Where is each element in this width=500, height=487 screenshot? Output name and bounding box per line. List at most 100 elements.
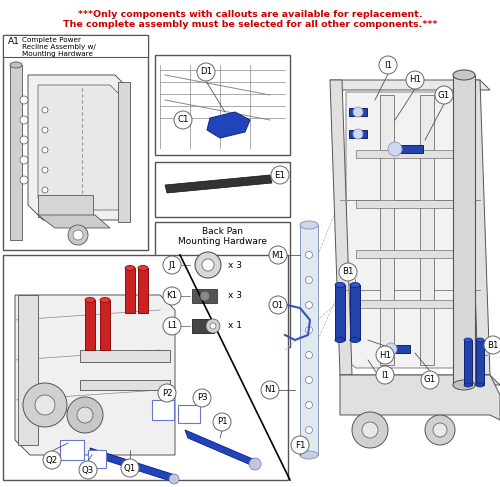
- Polygon shape: [38, 85, 122, 210]
- Text: P1: P1: [216, 417, 228, 427]
- Bar: [155, 222, 290, 347]
- Polygon shape: [185, 430, 258, 468]
- Bar: [476, 340, 484, 385]
- Circle shape: [210, 323, 216, 329]
- Polygon shape: [15, 295, 175, 455]
- Text: Q1: Q1: [124, 464, 136, 472]
- Circle shape: [67, 397, 103, 433]
- Polygon shape: [468, 80, 490, 375]
- Text: B1: B1: [487, 340, 499, 350]
- Polygon shape: [330, 80, 490, 90]
- Bar: [349, 108, 367, 116]
- Bar: [100, 300, 110, 350]
- Ellipse shape: [464, 338, 472, 342]
- Circle shape: [306, 376, 312, 383]
- Bar: [80, 350, 170, 362]
- Ellipse shape: [125, 265, 135, 270]
- Polygon shape: [340, 375, 500, 385]
- Text: x 3: x 3: [228, 261, 242, 269]
- Ellipse shape: [476, 383, 484, 387]
- Bar: [118, 82, 130, 222]
- Circle shape: [306, 427, 312, 433]
- Text: C1: C1: [177, 115, 189, 125]
- Circle shape: [376, 346, 394, 364]
- Polygon shape: [330, 80, 352, 375]
- Text: Q3: Q3: [82, 466, 94, 474]
- Circle shape: [269, 246, 287, 264]
- Ellipse shape: [300, 221, 318, 229]
- Circle shape: [158, 384, 176, 402]
- Circle shape: [20, 96, 28, 104]
- Text: I1: I1: [384, 60, 392, 70]
- Text: Q2: Q2: [46, 455, 58, 465]
- Bar: [85, 300, 95, 350]
- Bar: [380, 95, 394, 365]
- Polygon shape: [165, 175, 272, 193]
- Bar: [38, 195, 93, 217]
- Circle shape: [200, 291, 210, 301]
- Ellipse shape: [453, 380, 475, 390]
- Circle shape: [193, 389, 211, 407]
- Bar: [3, 35, 148, 250]
- Circle shape: [306, 301, 312, 308]
- Text: O1: O1: [272, 300, 284, 310]
- Bar: [125, 268, 135, 313]
- Ellipse shape: [464, 383, 472, 387]
- Circle shape: [376, 366, 394, 384]
- Circle shape: [20, 156, 28, 164]
- Circle shape: [213, 413, 231, 431]
- Polygon shape: [38, 215, 110, 228]
- Circle shape: [202, 259, 214, 271]
- Circle shape: [42, 147, 48, 153]
- Polygon shape: [90, 448, 177, 483]
- Text: L1: L1: [167, 321, 177, 331]
- Bar: [349, 130, 367, 138]
- Bar: [300, 225, 318, 455]
- Text: I1: I1: [381, 371, 389, 379]
- Circle shape: [169, 474, 179, 484]
- Circle shape: [379, 56, 397, 74]
- Text: x 1: x 1: [228, 321, 242, 331]
- Ellipse shape: [476, 338, 484, 342]
- Bar: [155, 55, 290, 155]
- Circle shape: [306, 326, 312, 334]
- Bar: [178, 405, 200, 423]
- Text: B1: B1: [342, 267, 354, 277]
- Circle shape: [271, 166, 289, 184]
- Circle shape: [352, 412, 388, 448]
- Polygon shape: [207, 112, 250, 138]
- Circle shape: [269, 296, 287, 314]
- Circle shape: [425, 415, 455, 445]
- Circle shape: [23, 383, 67, 427]
- Circle shape: [261, 381, 279, 399]
- Text: J1: J1: [168, 261, 176, 269]
- Circle shape: [306, 401, 312, 409]
- Text: ***Only components with callouts are available for replacement.: ***Only components with callouts are ava…: [78, 10, 422, 19]
- Bar: [10, 65, 22, 240]
- Bar: [350, 285, 360, 340]
- Circle shape: [77, 407, 93, 423]
- Circle shape: [421, 371, 439, 389]
- Bar: [60, 440, 84, 460]
- Circle shape: [20, 116, 28, 124]
- Circle shape: [362, 422, 378, 438]
- Bar: [395, 145, 423, 153]
- Bar: [152, 400, 174, 420]
- Text: Complete Power
Recline Assembly w/
Mounting Hardware: Complete Power Recline Assembly w/ Mount…: [22, 37, 96, 57]
- Circle shape: [43, 451, 61, 469]
- Bar: [420, 95, 434, 365]
- Bar: [335, 285, 345, 340]
- Ellipse shape: [350, 282, 360, 287]
- Circle shape: [163, 256, 181, 274]
- Text: N1: N1: [264, 386, 276, 394]
- Polygon shape: [28, 75, 130, 220]
- Circle shape: [339, 263, 357, 281]
- Circle shape: [306, 277, 312, 283]
- Circle shape: [197, 63, 215, 81]
- Text: K1: K1: [166, 292, 177, 300]
- Circle shape: [353, 129, 363, 139]
- Circle shape: [435, 86, 453, 104]
- Text: P3: P3: [196, 393, 207, 402]
- Polygon shape: [346, 92, 480, 368]
- Ellipse shape: [100, 298, 110, 302]
